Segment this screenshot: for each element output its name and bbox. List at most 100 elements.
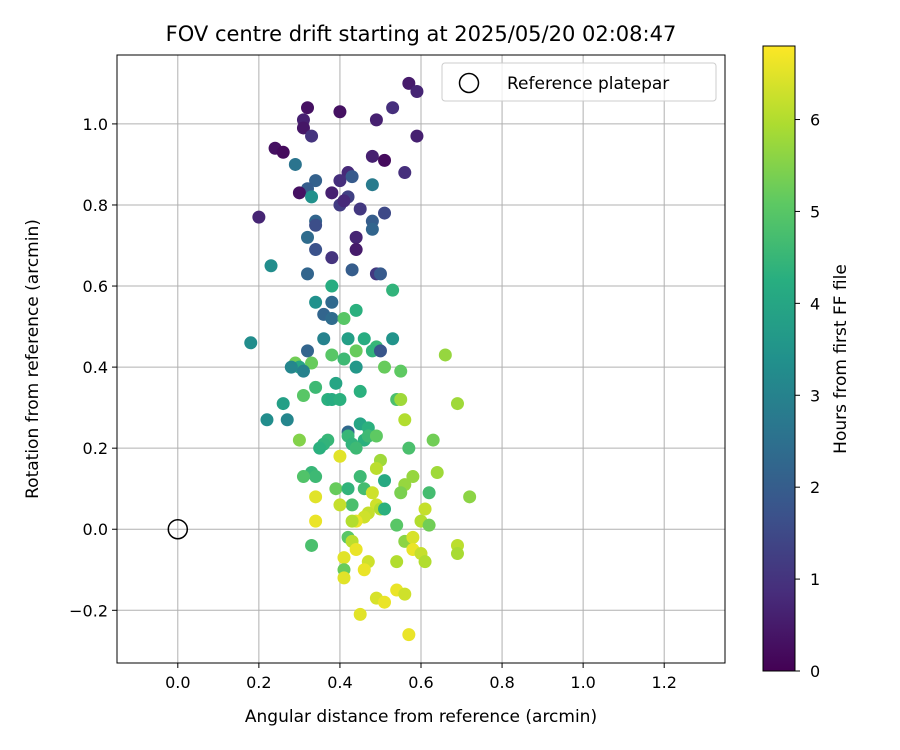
- data-point: [450, 547, 464, 561]
- reference-platepar-marker: [167, 518, 189, 540]
- legend-reference-marker: [458, 72, 480, 94]
- x-tick-label: 0.6: [408, 673, 433, 692]
- data-point: [422, 486, 436, 500]
- data-point: [402, 441, 416, 455]
- data-point: [341, 332, 355, 346]
- x-tick-label: 0.2: [246, 673, 271, 692]
- x-tick-label: 0.8: [489, 673, 514, 692]
- data-point: [410, 84, 424, 98]
- data-point: [345, 170, 359, 184]
- grid-lines: [117, 55, 725, 663]
- data-point: [378, 595, 392, 609]
- data-point: [386, 283, 400, 297]
- scatter-points: [244, 76, 477, 642]
- data-point: [305, 538, 319, 552]
- data-point: [394, 364, 408, 378]
- data-point: [305, 129, 319, 143]
- data-point: [309, 243, 323, 257]
- data-point: [305, 356, 319, 370]
- data-point: [365, 486, 379, 500]
- data-point: [288, 157, 302, 171]
- data-point: [378, 360, 392, 374]
- data-point: [244, 336, 258, 350]
- legend: Reference platepar: [441, 62, 717, 102]
- colorbar-gradient: [762, 45, 796, 672]
- data-point: [260, 413, 274, 427]
- data-point: [349, 360, 363, 374]
- colorbar: 0 1 2 3 4 5 6 Hours from first FF file: [762, 45, 851, 681]
- y-axis-label: Rotation from reference (arcmin): [23, 219, 43, 499]
- data-point: [301, 344, 315, 358]
- data-point: [369, 113, 383, 127]
- data-point: [378, 153, 392, 167]
- colorbar-tick-label: 1: [810, 570, 820, 589]
- colorbar-tick-label: 6: [810, 111, 820, 130]
- chart-title: FOV centre drift starting at 2025/05/20 …: [166, 22, 677, 46]
- y-tick-label: −0.2: [69, 601, 108, 620]
- x-tick-label: 1.0: [570, 673, 595, 692]
- x-axis-label: Angular distance from reference (arcmin): [245, 707, 597, 727]
- data-point: [463, 490, 477, 504]
- data-point: [398, 413, 412, 427]
- data-point: [402, 76, 416, 90]
- data-point: [369, 429, 383, 443]
- data-point: [450, 397, 464, 411]
- data-point: [345, 498, 359, 512]
- data-point: [402, 628, 416, 642]
- data-point: [333, 449, 347, 463]
- data-point: [398, 587, 412, 601]
- data-point: [301, 101, 315, 115]
- data-point: [276, 397, 290, 411]
- data-point: [349, 303, 363, 317]
- data-point: [280, 413, 294, 427]
- data-point: [325, 279, 339, 293]
- colorbar-ticks: 0 1 2 3 4 5 6: [795, 111, 820, 681]
- data-point: [329, 482, 343, 496]
- data-point: [264, 259, 278, 273]
- data-point: [296, 364, 310, 378]
- data-point: [390, 555, 404, 569]
- data-point: [349, 441, 363, 455]
- data-point: [337, 194, 351, 208]
- y-tick-label: 0.6: [83, 277, 108, 296]
- data-point: [373, 267, 387, 281]
- data-point: [378, 474, 392, 488]
- data-point: [369, 461, 383, 475]
- data-point: [426, 433, 440, 447]
- data-point: [365, 222, 379, 236]
- data-point: [418, 502, 432, 516]
- data-point: [325, 251, 339, 265]
- data-point: [325, 311, 339, 325]
- data-point: [309, 295, 323, 309]
- colorbar-tick-label: 0: [810, 662, 820, 681]
- data-point: [301, 267, 315, 281]
- data-point: [296, 388, 310, 402]
- data-point: [305, 190, 319, 204]
- x-axis-ticks: 0.0 0.2 0.4 0.6 0.8 1.0 1.2: [165, 663, 677, 692]
- colorbar-tick-label: 3: [810, 386, 820, 405]
- x-tick-label: 0.4: [327, 673, 352, 692]
- colorbar-tick-label: 2: [810, 478, 820, 497]
- data-point: [337, 311, 351, 325]
- data-point: [418, 555, 432, 569]
- data-point: [309, 490, 323, 504]
- data-point: [438, 348, 452, 362]
- data-point: [309, 174, 323, 188]
- legend-entry-label: Reference platepar: [507, 74, 669, 94]
- data-point: [410, 129, 424, 143]
- data-point: [357, 563, 371, 577]
- data-point: [349, 243, 363, 257]
- data-point: [357, 332, 371, 346]
- data-point: [276, 145, 290, 159]
- data-point: [325, 186, 339, 200]
- data-point: [386, 332, 400, 346]
- data-point: [317, 332, 331, 346]
- y-tick-label: 0.2: [83, 439, 108, 458]
- data-point: [353, 384, 367, 398]
- data-point: [325, 295, 339, 309]
- data-point: [365, 178, 379, 192]
- data-point: [386, 101, 400, 115]
- data-point: [296, 121, 310, 135]
- data-point: [313, 441, 327, 455]
